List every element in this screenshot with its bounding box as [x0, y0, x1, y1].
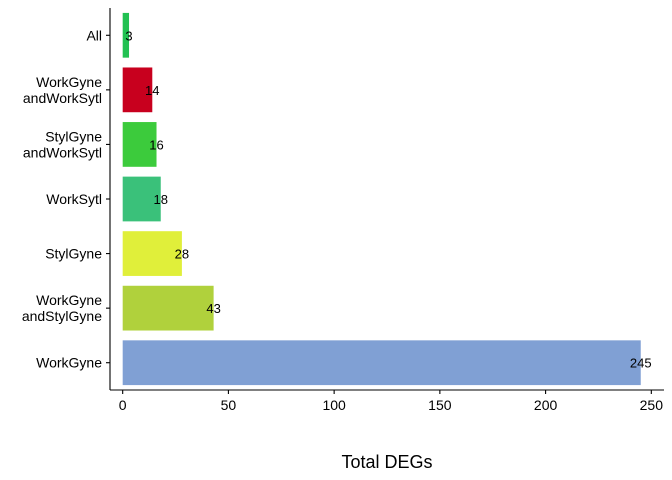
x-tick-label: 250 — [640, 397, 664, 413]
y-tick-label: WorkGyne andStylGyne — [22, 292, 102, 324]
x-axis-title: Total DEGs — [341, 452, 432, 472]
y-tick-label: All — [86, 27, 102, 43]
data-label: 28 — [175, 247, 189, 262]
y-tick-label: StylGyne — [45, 246, 102, 262]
x-tick-label: 200 — [534, 397, 558, 413]
data-labels-group: 3 14 16 18 28 43 245 — [125, 28, 651, 370]
data-label: 43 — [206, 301, 220, 316]
bar — [122, 176, 161, 222]
y-tick-label: WorkSytl — [46, 191, 102, 207]
bar — [122, 122, 157, 167]
bar — [122, 285, 214, 331]
x-tick-label: 50 — [221, 397, 237, 413]
x-tick-label: 100 — [322, 397, 346, 413]
data-label: 18 — [154, 192, 168, 207]
data-label: 16 — [149, 137, 163, 152]
y-tick-label: WorkGyne — [36, 355, 102, 371]
x-tick-label: 150 — [428, 397, 452, 413]
bar — [122, 12, 130, 58]
y-tick-label: StylGyne andWorkSytl — [23, 128, 102, 160]
bar — [122, 231, 182, 276]
x-tick-label: 0 — [119, 397, 127, 413]
y-tick-label: WorkGyne andWorkSytl — [23, 74, 102, 106]
data-label: 14 — [145, 83, 159, 98]
x-axis: 0 50 100 150 200 250 — [110, 389, 664, 413]
bar — [122, 67, 153, 113]
bar — [122, 340, 641, 386]
data-label: 245 — [630, 356, 652, 371]
y-axis: All WorkGyne andWorkSytl StylGyne andWorkSyt… — [22, 8, 111, 390]
data-label: 3 — [125, 28, 132, 43]
bars-group — [122, 12, 641, 386]
